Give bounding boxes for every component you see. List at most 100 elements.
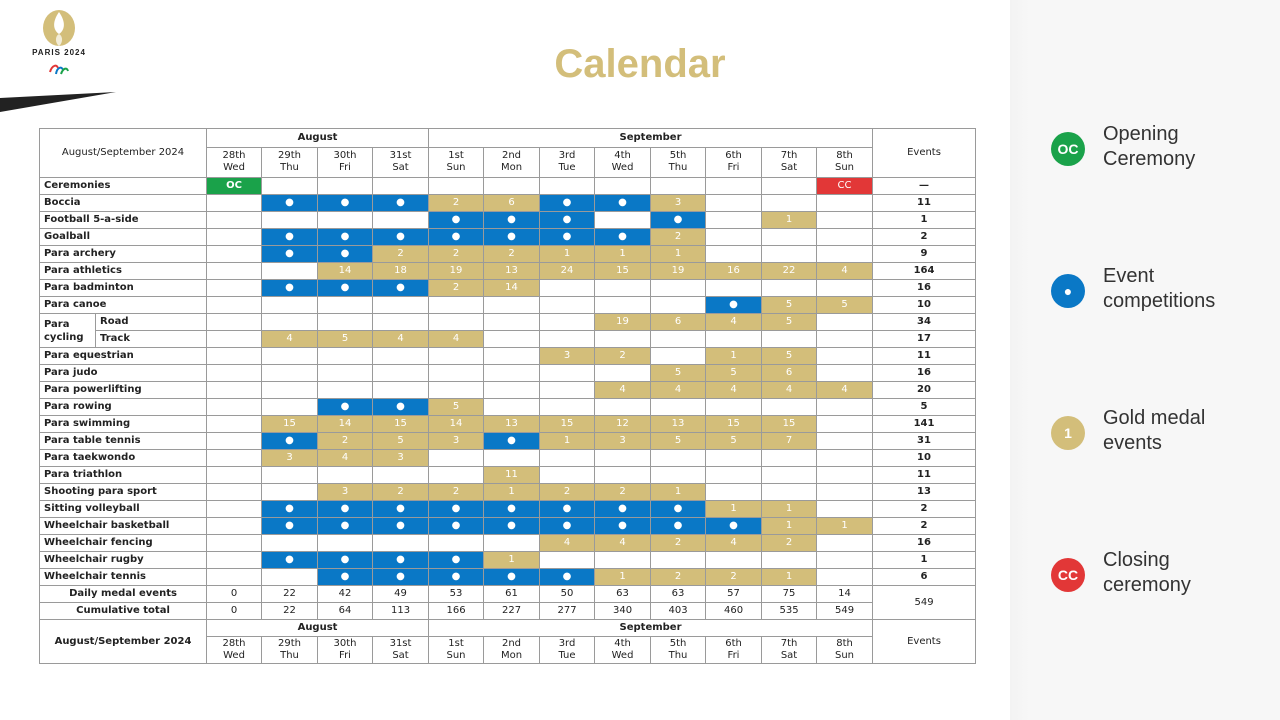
cumulative-label: Cumulative total: [38, 602, 208, 620]
table-row: Para badminton ● ● ● 2 14 16: [38, 279, 977, 297]
event-cell: ●: [483, 228, 541, 246]
event-cell: ●: [483, 432, 541, 450]
legend-panel: [1010, 0, 1280, 720]
gold-medal-cell: 2: [317, 432, 374, 450]
cumulative-value: 113: [372, 602, 430, 620]
empty-cell: [705, 449, 763, 467]
corner-label: August/September 2024: [38, 619, 208, 664]
page-title: Calendar: [554, 42, 726, 86]
empty-cell: [539, 398, 596, 416]
cumulative-value: 0: [206, 602, 263, 620]
empty-cell: [705, 177, 763, 195]
decorative-bar: [0, 92, 116, 112]
legend-label: Gold medal events: [1103, 407, 1206, 454]
day-date: 29th: [278, 638, 301, 649]
daily-value: 53: [428, 585, 485, 603]
empty-cell: [483, 347, 541, 365]
day-date: 6th: [725, 150, 742, 162]
day-date: 7th: [780, 150, 798, 162]
gold-medal-cell: 6: [761, 364, 818, 382]
events-count: —: [872, 177, 977, 195]
event-cell: ●: [539, 194, 596, 212]
empty-cell: [761, 330, 818, 348]
gold-medal-cell: 4: [317, 449, 374, 467]
empty-cell: [483, 381, 541, 399]
events-count: 16: [872, 534, 977, 552]
empty-cell: [428, 364, 485, 382]
day-header: 7th Sat: [761, 146, 818, 179]
empty-cell: [594, 466, 652, 484]
event-cell: ●: [539, 500, 596, 518]
day-date: 4th: [614, 638, 631, 649]
day-date: 5th: [669, 150, 687, 162]
empty-cell: [372, 364, 430, 382]
empty-cell: [539, 449, 596, 467]
empty-cell: [317, 466, 374, 484]
day-header: 6th Fri: [705, 636, 763, 664]
event-cell: ●: [650, 211, 707, 229]
empty-cell: [761, 466, 818, 484]
gold-medal-cell: 11: [483, 466, 541, 484]
gold-medal-cell: 1: [761, 500, 818, 518]
empty-cell: [594, 177, 652, 195]
event-cell: ●: [539, 568, 596, 586]
table-row: Goalball ● ● ● ● ● ● ● 2 2: [38, 228, 977, 246]
empty-cell: [206, 347, 263, 365]
event-cell: ●: [372, 228, 430, 246]
day-date: 28th: [222, 638, 246, 649]
table-row: Track 4 5 4 4 17: [40, 330, 977, 348]
empty-cell: [428, 534, 485, 552]
logo-text: PARIS 2024: [32, 48, 86, 57]
empty-cell: [206, 483, 263, 501]
event-cell: ●: [594, 500, 652, 518]
empty-cell: [317, 381, 374, 399]
day-header: 6th Fri: [705, 146, 763, 179]
day-weekday: Wed: [611, 162, 634, 174]
gold-medal-cell: 1: [816, 517, 874, 535]
empty-cell: [206, 364, 263, 382]
day-header: 31st Sat: [372, 146, 430, 179]
day-weekday: Sun: [835, 650, 855, 661]
gold-medal-cell: 14: [317, 262, 374, 280]
day-date: 2nd: [501, 638, 522, 649]
empty-cell: [594, 279, 652, 297]
gold-medal-cell: 14: [317, 415, 374, 433]
empty-cell: [206, 211, 263, 229]
empty-cell: [206, 381, 263, 399]
gold-medal-cell: 15: [761, 415, 818, 433]
event-cell: ●: [261, 279, 319, 297]
table-row: Para rowing ● ● 5 5: [38, 398, 977, 416]
day-weekday: Sun: [835, 162, 855, 174]
empty-cell: [372, 296, 430, 314]
gold-medal-cell: 5: [372, 432, 430, 450]
day-weekday: Wed: [223, 650, 245, 661]
empty-cell: [261, 398, 319, 416]
day-header: 30th Fri: [317, 146, 374, 179]
table-row: Sitting volleyball ● ● ● ● ● ● ● ● 1 1 2: [38, 500, 977, 518]
event-cell: ●: [483, 568, 541, 586]
day-date: 28th: [222, 150, 246, 162]
table-row: Para table tennis ● 2 5 3 ● 1 3 5 5 7 31: [38, 432, 977, 450]
events-count: 31: [872, 432, 977, 450]
day-date: 30th: [333, 638, 357, 649]
empty-cell: [816, 398, 874, 416]
closing-ceremony-cell: CC: [816, 177, 874, 195]
events-header: Events: [872, 128, 977, 178]
empty-cell: [317, 211, 374, 229]
day-weekday: Fri: [727, 162, 740, 174]
month-august: August: [206, 128, 430, 148]
empty-cell: [816, 432, 874, 450]
gold-medal-cell: 4: [705, 381, 763, 399]
empty-cell: [428, 466, 485, 484]
gold-medal-cell: 4: [594, 534, 652, 552]
cumulative-value: 549: [816, 602, 874, 620]
table-row: Shooting para sport 3 2 2 1 2 2 1 13: [38, 483, 977, 501]
sport-name: Boccia: [38, 194, 208, 212]
gold-medal-cell: 2: [761, 534, 818, 552]
empty-cell: [816, 279, 874, 297]
empty-cell: [539, 296, 596, 314]
event-cell: ●: [650, 517, 707, 535]
empty-cell: [705, 483, 763, 501]
empty-cell: [206, 517, 263, 535]
empty-cell: [317, 347, 374, 365]
